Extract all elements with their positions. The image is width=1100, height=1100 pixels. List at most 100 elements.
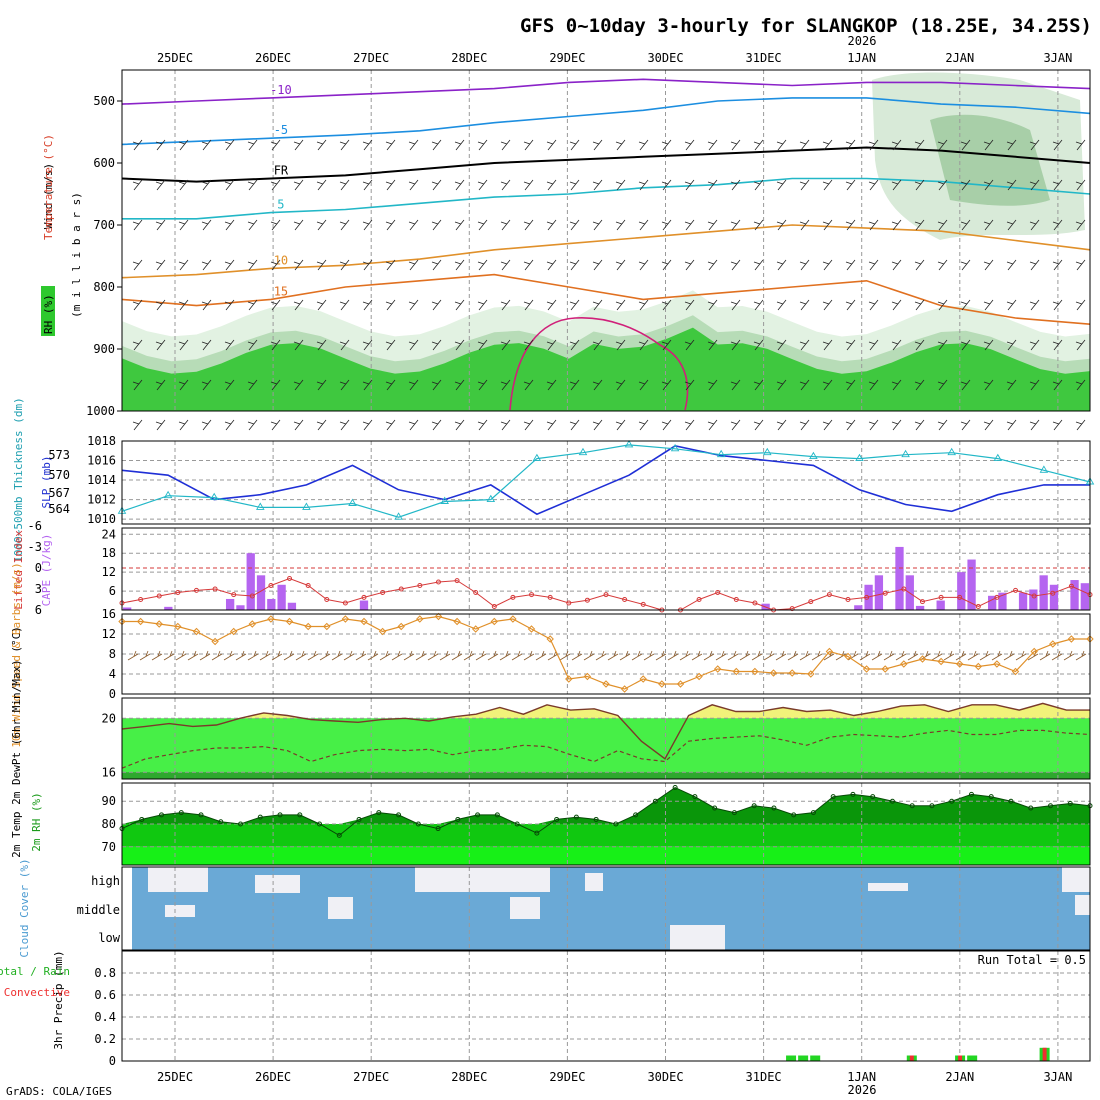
wind-barb [316,139,327,151]
li-marker [919,599,925,605]
wind-barb [937,139,948,151]
rh-marker [336,832,342,838]
wind-barb [799,419,810,431]
wind-barb [224,179,235,191]
li-marker [584,597,590,603]
wind10m-barb [931,650,943,661]
li-marker [715,590,721,595]
rh-marker [771,805,777,811]
wind-barb [385,419,396,431]
wind-barb [1052,339,1063,351]
rh-border [121,782,1091,866]
wind-barb [914,259,925,271]
wind10m-barb [283,650,295,661]
wind-barb [339,299,350,311]
wind-barb [1029,299,1040,311]
wind-speed-marker [490,617,499,626]
li-marker [789,606,795,612]
precip-run-total: Run Total = 0.5 [978,953,1086,967]
precip-ytick-label-0.8: 0.8 [94,966,116,980]
li-marker [901,586,907,592]
wind-barb [730,259,741,271]
wind-barb [937,379,948,391]
wind-barb [868,419,879,431]
cloud-gap [148,867,208,892]
cloud-level-low: low [98,931,120,945]
wind-barb [155,339,166,351]
wind10m-barb [427,650,439,661]
rh-marker [297,812,303,818]
wind-barb [730,299,741,311]
wind-speed-marker [378,627,387,636]
wind-barb [500,299,511,311]
cape-bar [1039,575,1048,610]
li-ytick-label-6: 6 [35,603,42,617]
wind10m-barb [415,650,427,661]
wind-barb [960,299,971,311]
wind10m-barb [475,650,487,661]
cape-ytick-label-18: 18 [102,546,116,560]
wind-barb [201,179,212,191]
precip-total-bar [967,1055,978,1061]
top-date-2JAN: 2JAN [945,51,974,65]
wind-speed-marker [360,617,368,626]
wind-barb [477,379,488,391]
wind-barb [914,179,925,191]
wind-barb [960,179,971,191]
wind-barb [293,259,304,271]
wind-barb [178,179,189,191]
wind10m-barb [631,650,643,661]
li-marker [510,594,516,600]
wind10m-barb [139,650,151,661]
slp-axis-label: SLP (mb) [40,456,53,509]
wind-barb [454,219,465,231]
thickness-marker [440,496,449,504]
precip-total-bar [798,1055,809,1061]
li-marker [473,590,479,595]
rh-marker [909,803,915,809]
wind-barb [799,299,810,311]
wind-barb [224,299,235,311]
isotherm-FR [121,146,1091,183]
wind-barb [546,379,557,391]
rh-line [121,787,1091,837]
temp-ytick-label-16: 16 [102,765,116,779]
li-marker [193,587,199,593]
wind-barb [776,259,787,271]
wind-barb [753,299,764,311]
wind-barb [500,179,511,191]
wind-barb [316,259,327,271]
cape-bar [854,605,863,610]
cape-bar [957,572,966,610]
li-ytick-label--6: -6 [28,519,42,533]
wind-barb [132,219,143,231]
wind-barb [753,379,764,391]
wind-ytick-label-16: 16 [102,607,116,621]
wind-speed-marker [825,647,834,656]
wind10m-barb [847,650,859,661]
thickness-marker [532,453,542,462]
wind10m-barb [235,650,247,661]
wind-barb [661,259,672,271]
slp-ytick-label-1018: 1018 [87,434,116,448]
isotherm--5 [121,97,1091,146]
wind-barb [362,219,373,231]
li-marker [361,594,367,600]
rh-marker [159,812,165,818]
wind-barb [339,339,350,351]
rh-marker [988,794,994,800]
wind-barb [960,139,971,151]
wind-barb [661,179,672,191]
wind-barb [270,139,281,151]
wind-barb [684,379,695,391]
wind-barb [661,339,672,351]
wind-barb [868,219,879,231]
wind-barb [753,139,764,151]
wind-barb [684,299,695,311]
wind-barb [822,379,833,391]
cape-bar [267,598,276,610]
wind-barb [638,259,649,271]
wind-barb [523,259,534,271]
li-marker [138,597,144,602]
